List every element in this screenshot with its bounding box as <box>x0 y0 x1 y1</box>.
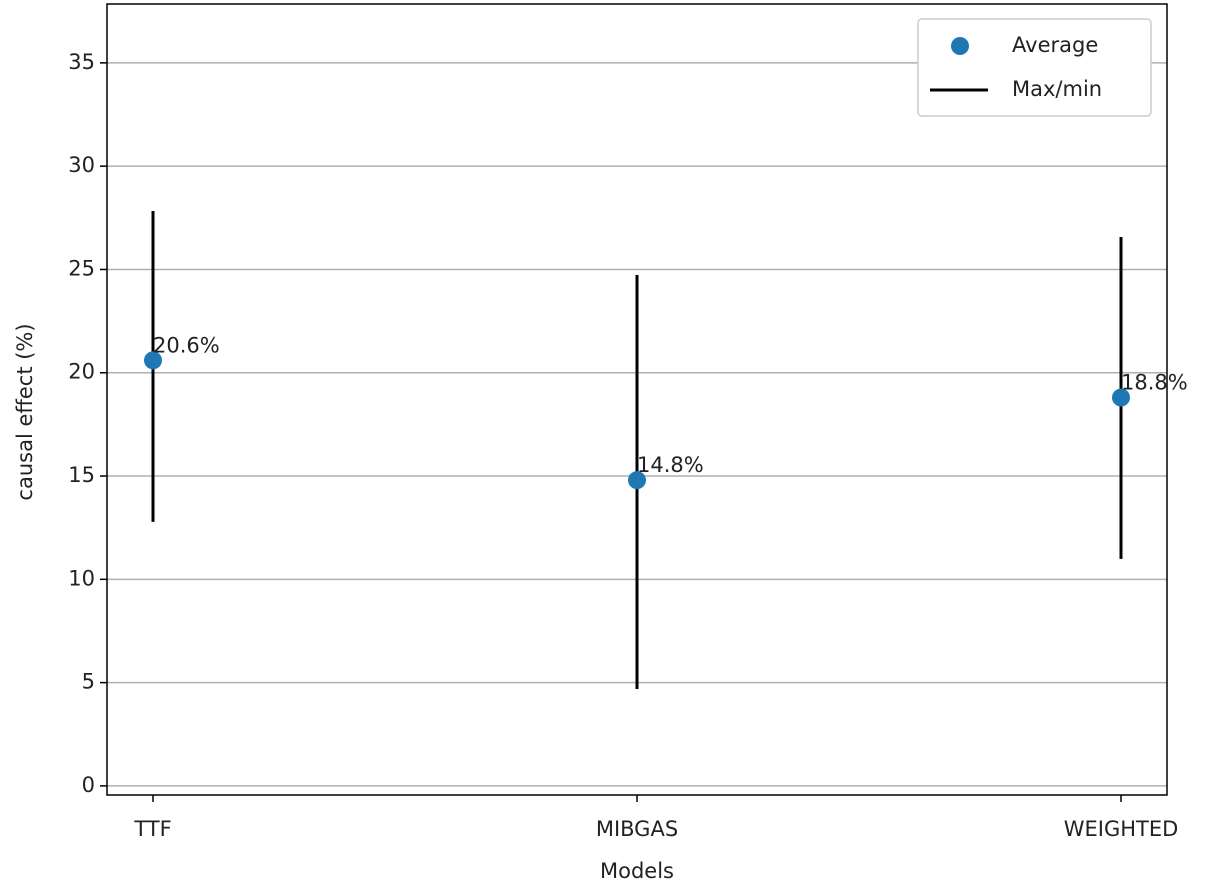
legend-label: Average <box>1012 33 1098 57</box>
value-label: 14.8% <box>637 453 704 477</box>
x-tick-label: MIBGAS <box>596 817 678 841</box>
y-tick-label: 30 <box>68 153 95 177</box>
y-tick-label: 15 <box>68 463 95 487</box>
y-axis-label: causal effect (%) <box>13 323 37 500</box>
y-tick-label: 35 <box>68 50 95 74</box>
legend-marker <box>951 37 969 55</box>
y-tick-label: 0 <box>82 773 95 797</box>
legend-box <box>917 18 1152 117</box>
y-tick-label: 5 <box>82 670 95 694</box>
y-tick-label: 20 <box>68 360 95 384</box>
x-axis-label: Models <box>600 859 674 883</box>
x-tick-label: TTF <box>133 817 171 841</box>
value-label: 18.8% <box>1121 371 1188 395</box>
legend-label: Max/min <box>1012 77 1102 101</box>
x-tick-label: WEIGHTED <box>1064 817 1179 841</box>
average-dot <box>628 471 646 490</box>
value-label: 20.6% <box>153 333 220 357</box>
average-dot <box>1112 388 1130 407</box>
average-dot <box>144 351 162 370</box>
y-tick-label: 10 <box>68 566 95 590</box>
y-tick-label: 25 <box>68 256 95 280</box>
